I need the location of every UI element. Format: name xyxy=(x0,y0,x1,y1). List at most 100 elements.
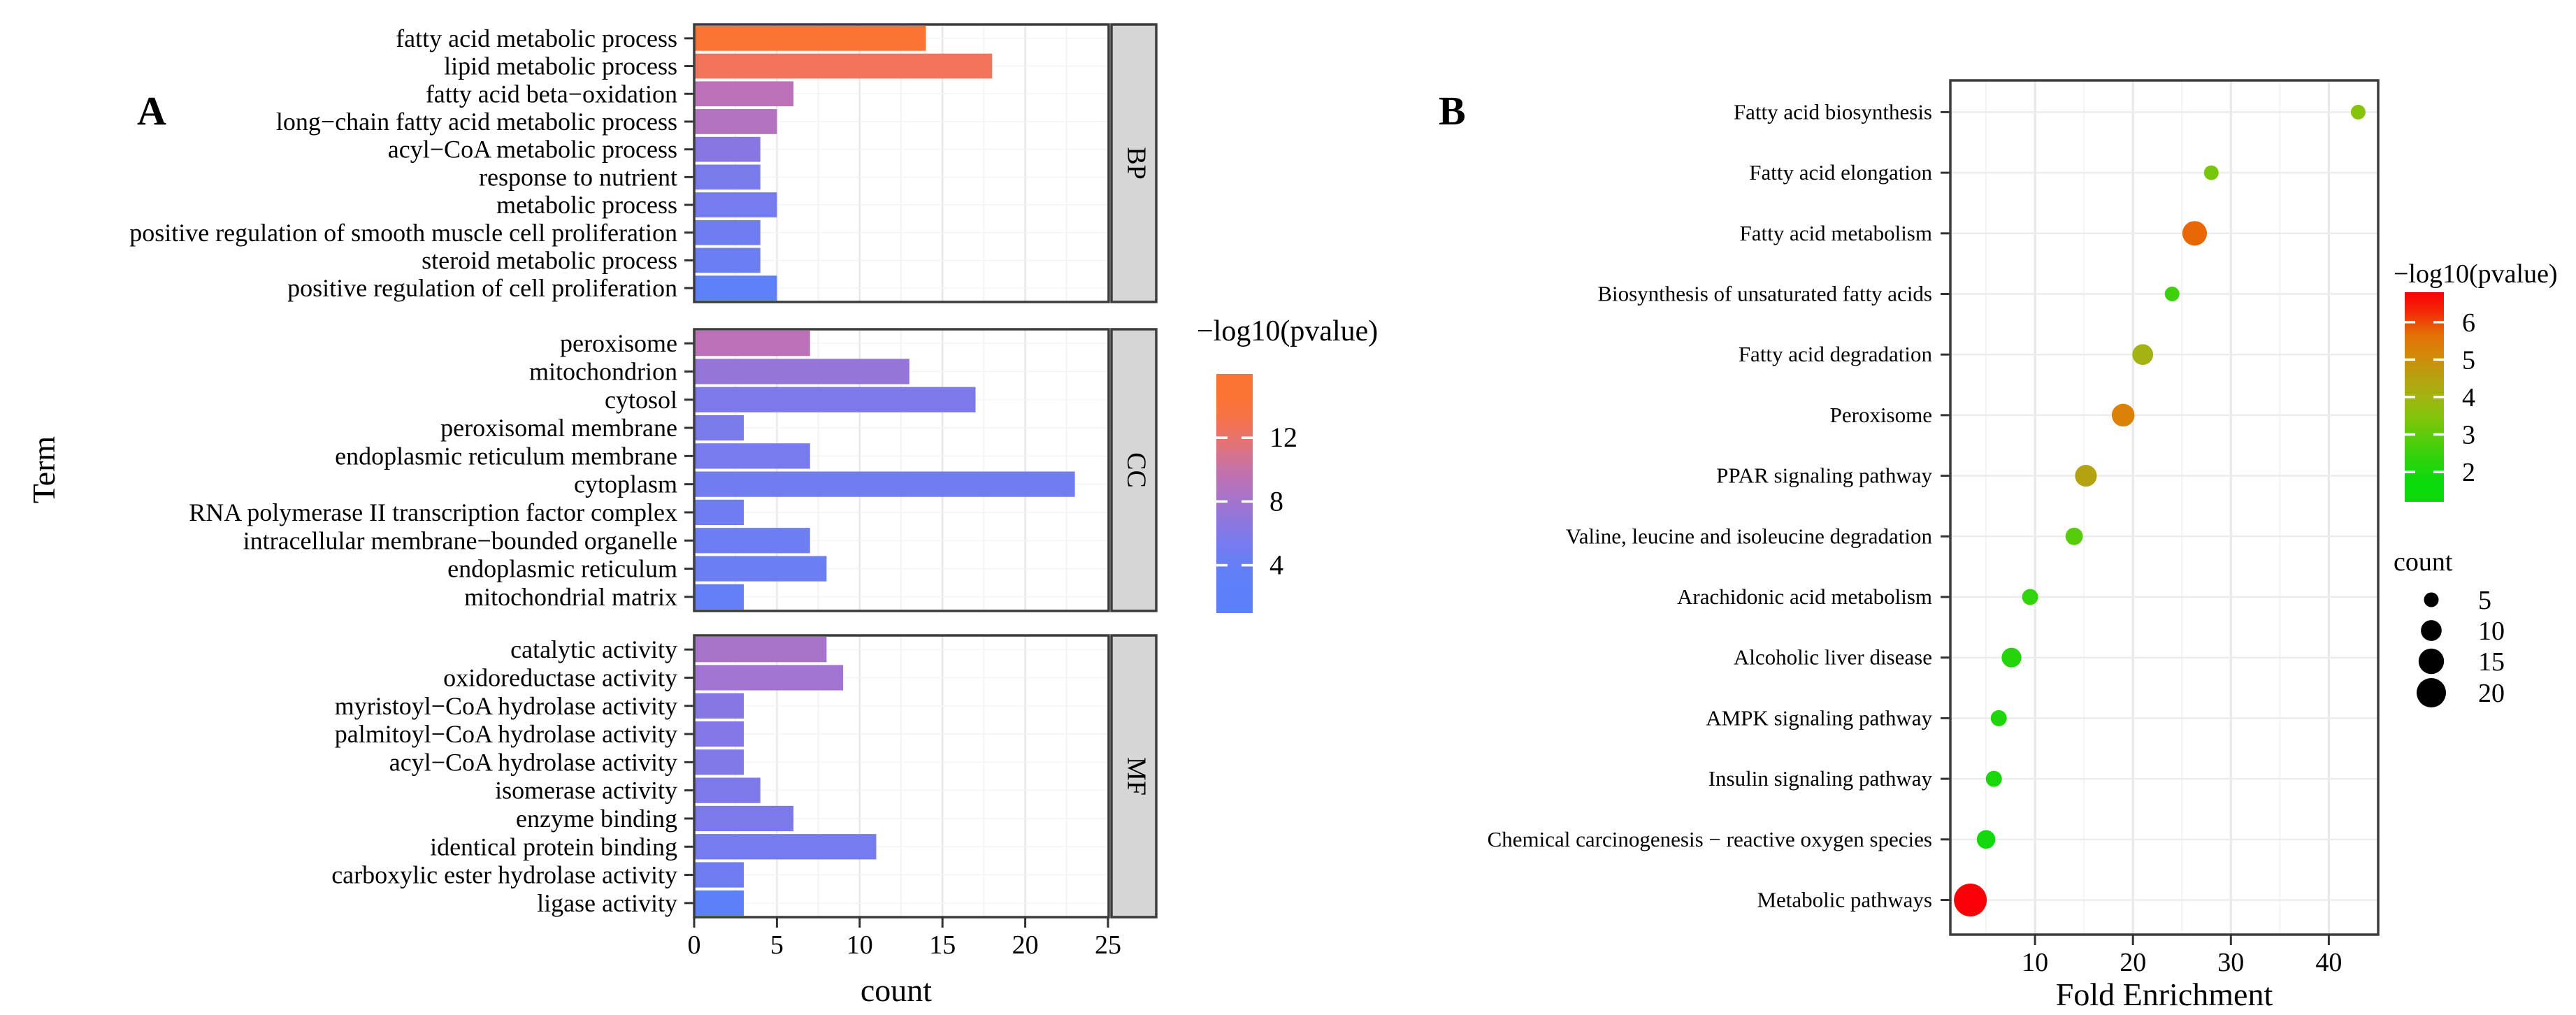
size-legend-dot xyxy=(2416,677,2447,708)
go-term-label: fatty acid beta−oxidation xyxy=(426,80,677,108)
go-term-bar xyxy=(694,275,777,301)
go-term-label: mitochondrion xyxy=(529,357,677,385)
go-term-bar xyxy=(694,359,909,384)
go-term-label: isomerase activity xyxy=(495,777,677,805)
go-term-label: lipid metabolic process xyxy=(444,52,677,80)
go-term-bar xyxy=(694,387,976,412)
go-term-bar xyxy=(694,471,1075,497)
pathway-dot xyxy=(1990,710,2007,726)
panel-a-letter: A xyxy=(137,88,166,134)
go-term-bar xyxy=(694,415,744,441)
pathway-label: Fatty acid metabolism xyxy=(1739,221,1932,245)
go-term-label: endoplasmic reticulum membrane xyxy=(335,442,677,470)
size-legend-dot xyxy=(2418,648,2445,675)
go-bar-chart-legend: 12 8 4 xyxy=(1216,374,1297,613)
colorbar-tick-label: 2 xyxy=(2462,458,2475,487)
go-term-label: cytosol xyxy=(605,386,677,414)
facet-strip xyxy=(1110,634,1158,919)
size-legend-label: 15 xyxy=(2478,647,2505,677)
size-legend-label: 5 xyxy=(2478,586,2491,615)
pathway-dot xyxy=(2164,286,2180,302)
colorbar-tick-label: 3 xyxy=(2462,421,2475,450)
pathway-dot xyxy=(2065,527,2083,545)
go-term-label: positive regulation of cell proliferatio… xyxy=(287,274,677,302)
panel-border xyxy=(1949,79,2380,936)
facet-strip-label: MF xyxy=(1121,757,1151,796)
go-term-label: ligase activity xyxy=(537,889,677,917)
go-term-label: mitochondrial matrix xyxy=(464,583,677,611)
go-term-bar xyxy=(694,556,827,582)
go-term-bar xyxy=(694,777,761,803)
go-term-bar xyxy=(694,219,761,245)
go-term-bar xyxy=(694,109,777,134)
x-tick-label: 10 xyxy=(2022,948,2048,977)
go-term-bar xyxy=(694,721,744,747)
x-tick-label: 5 xyxy=(770,930,784,960)
pathway-dot xyxy=(1985,770,2002,787)
go-term-bar xyxy=(694,834,877,860)
size-legend-dot xyxy=(2421,620,2442,641)
pathway-label: Biosynthesis of unsaturated fatty acids xyxy=(1597,282,1932,306)
go-term-label: oxidoreductase activity xyxy=(443,663,677,691)
pathway-dot xyxy=(2203,165,2219,180)
go-term-bar xyxy=(694,890,744,916)
pathway-dot xyxy=(2075,465,2097,487)
facet-strip-label: BP xyxy=(1121,147,1151,179)
go-term-label: peroxisome xyxy=(560,329,677,357)
go-term-label: metabolic process xyxy=(496,191,677,219)
go-term-label: cytoplasm xyxy=(574,470,677,498)
go-term-bar xyxy=(694,637,827,663)
pathway-dot xyxy=(1954,884,1987,916)
x-tick-label: 0 xyxy=(688,930,701,960)
pathway-label: Metabolic pathways xyxy=(1757,888,1932,912)
go-term-bar xyxy=(694,53,993,79)
go-term-label: endoplasmic reticulum xyxy=(447,555,677,583)
pathway-dot xyxy=(2350,104,2366,120)
go-term-bar xyxy=(694,136,761,162)
pathway-label: Peroxisome xyxy=(1830,403,1932,427)
x-tick-label: 10 xyxy=(847,930,873,960)
go-term-label: long−chain fatty acid metabolic process xyxy=(276,108,677,136)
pathway-label: PPAR signaling pathway xyxy=(1716,463,1932,488)
x-tick-label: 20 xyxy=(2120,948,2146,977)
pathway-label: Chemical carcinogenesis − reactive oxyge… xyxy=(1488,827,1932,851)
go-term-label: catalytic activity xyxy=(510,635,677,663)
go-term-bar xyxy=(694,665,844,691)
colorbar xyxy=(1216,374,1253,613)
colorbar-tick-label: 5 xyxy=(2462,345,2475,375)
pathway-label: Alcoholic liver disease xyxy=(1734,645,1932,670)
x-axis-title-fold-enrichment: Fold Enrichment xyxy=(2056,977,2273,1012)
pathway-label: Valine, leucine and isoleucine degradati… xyxy=(1566,524,1933,548)
pathway-dot xyxy=(2022,589,2038,605)
colorbar-tick-label: 4 xyxy=(2462,383,2475,412)
go-term-label: RNA polymerase II transcription factor c… xyxy=(189,498,677,526)
facet-panel-border xyxy=(693,634,1110,919)
x-tick-label: 40 xyxy=(2315,948,2342,977)
pathway-dot xyxy=(2182,221,2208,246)
colorbar-tick-label: 8 xyxy=(1269,485,1283,517)
facet-strip xyxy=(1110,23,1158,303)
colorbar-tick-label: 6 xyxy=(2462,308,2475,338)
x-axis-title-count: count xyxy=(861,972,932,1008)
x-tick-label: 30 xyxy=(2217,948,2244,977)
go-term-label: enzyme binding xyxy=(516,805,677,833)
go-term-label: acyl−CoA hydrolase activity xyxy=(389,748,677,776)
go-term-label: carboxylic ester hydrolase activity xyxy=(331,861,677,889)
go-term-label: acyl−CoA metabolic process xyxy=(388,136,677,164)
kegg-dot-plot: Fatty acid biosynthesis Fatty acid elonga… xyxy=(1488,79,2380,977)
go-term-bar xyxy=(694,192,777,217)
go-term-bar xyxy=(694,805,794,832)
facet-strip xyxy=(1110,328,1158,612)
panel-b-letter: B xyxy=(1439,88,1466,134)
pathway-dot xyxy=(2001,647,2022,668)
size-legend-label: 10 xyxy=(2478,617,2505,646)
go-term-label: palmitoyl−CoA hydrolase activity xyxy=(335,720,677,748)
go-term-bar xyxy=(694,693,744,719)
go-term-bar xyxy=(694,81,794,107)
facet-cc: peroxisomemitochondrioncytosolperoxisoma… xyxy=(189,328,1158,612)
